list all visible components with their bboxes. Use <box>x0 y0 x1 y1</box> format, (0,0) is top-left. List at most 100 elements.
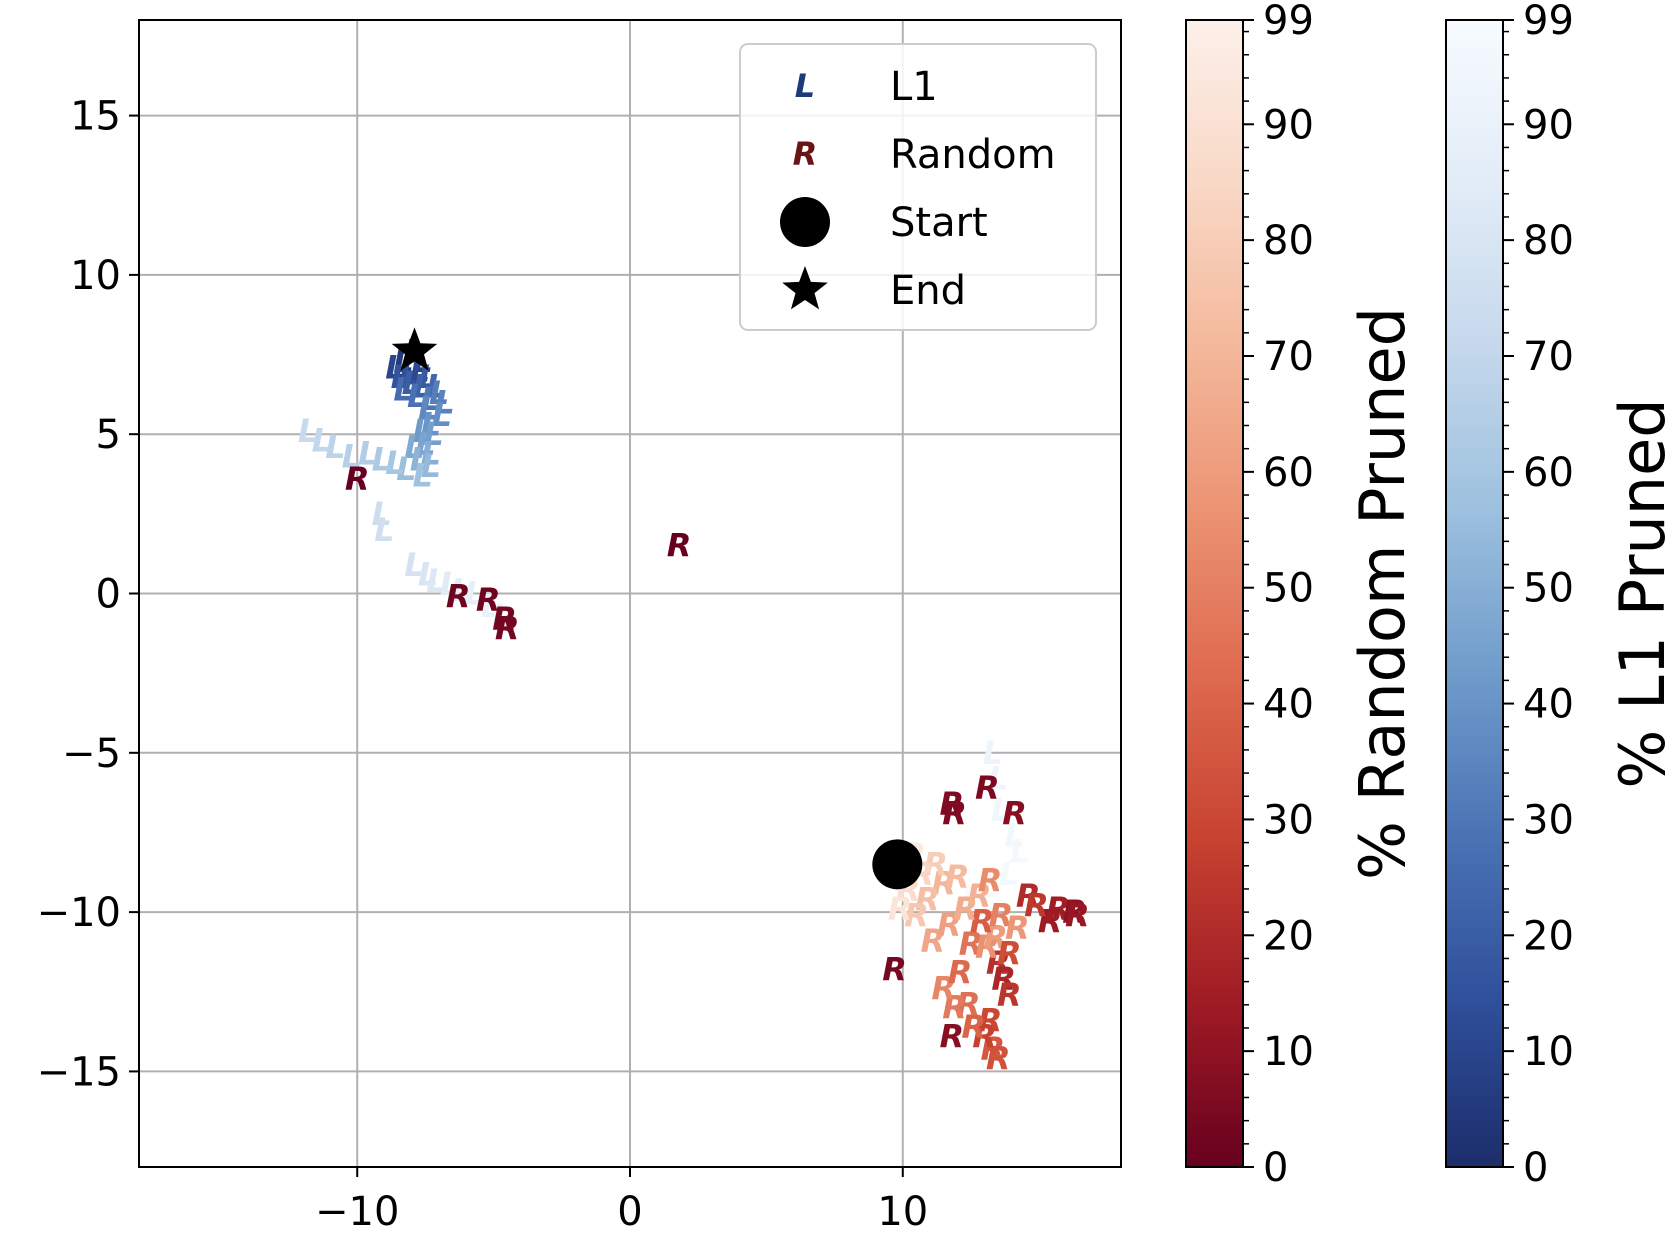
l1-point: L <box>492 597 512 635</box>
colorbar-tick-label: 50 <box>1523 566 1574 612</box>
l1-point: L <box>412 457 432 495</box>
random-point: R <box>978 1001 1003 1039</box>
l1-point: L <box>404 428 424 466</box>
random-point: R <box>983 919 1008 957</box>
colorbars: 0 10 20 30 40 50 60 70 80 90 99 % Random Pruned 0 10 2… <box>1185 0 1676 1191</box>
l1-point: L <box>393 371 413 409</box>
l1-point: L <box>407 377 427 415</box>
start-point <box>872 839 923 890</box>
random-point: R <box>997 935 1022 973</box>
l1-point: L <box>440 565 460 603</box>
l1-point: L <box>385 444 405 482</box>
l1-point: L <box>421 434 441 472</box>
random-point: R <box>1062 893 1087 931</box>
l1-point: L <box>418 390 438 428</box>
colorbar-tick-label: 0 <box>1523 1145 1548 1191</box>
random-point: R <box>997 976 1022 1014</box>
colorbar-tick-label: 99 <box>1263 0 1314 44</box>
random-point: R <box>1038 903 1063 941</box>
l1-point: L <box>404 546 424 584</box>
colorbar-tick-label: 20 <box>1263 913 1314 959</box>
data-marks: L LLL LLLLLLLLLLLLLLLLLLLLLLLLLLLLLLLLLLLL… <box>298 327 1090 1078</box>
colorbar-tick-label: 80 <box>1523 218 1574 264</box>
l1-point: L <box>429 374 449 412</box>
legend-box <box>739 43 1097 331</box>
l1-point: L <box>481 587 501 625</box>
colorbar-tick-label: 90 <box>1263 102 1314 148</box>
l1-point: L <box>988 759 1008 797</box>
l1-point: L <box>298 412 318 450</box>
l1-point: L <box>312 422 332 460</box>
random-point: R <box>975 769 1000 807</box>
l1-point: L <box>451 571 471 609</box>
random-point: R <box>1016 877 1041 915</box>
random-point: R <box>940 1017 965 1055</box>
random-point: R <box>1024 887 1049 925</box>
colorbar-tick-label: 10 <box>1263 1029 1314 1075</box>
l1-point: L <box>999 855 1019 893</box>
l1-point: L <box>342 437 362 475</box>
l1-point: L <box>415 425 435 463</box>
legend: L L1 R Random Start End <box>739 43 1097 331</box>
colorbar-tick-label: 40 <box>1263 682 1314 728</box>
random-point: R <box>989 896 1014 934</box>
random-point: R <box>904 896 929 934</box>
colorbar <box>1185 19 1244 1168</box>
colorbar-label: % L1 Pruned <box>1606 398 1676 788</box>
y-tick-label: −15 <box>37 1049 121 1095</box>
random-point: R <box>986 944 1011 982</box>
random-point: R <box>975 928 1000 966</box>
legend-label: Start <box>890 200 988 246</box>
l1-point: L <box>1010 833 1030 871</box>
l1-point: L <box>385 348 405 386</box>
x-tick-label: 0 <box>617 1189 642 1235</box>
colorbar-tick-label: 99 <box>1523 0 1574 44</box>
random-point: R <box>476 581 501 619</box>
random-point: R <box>937 906 962 944</box>
l1-point: L <box>372 495 392 533</box>
l1-point: L <box>426 562 446 600</box>
random-point: R <box>1065 896 1090 934</box>
legend-label: L1 <box>890 64 938 110</box>
random-point: R <box>1005 909 1030 947</box>
colorbar-tick-label: 60 <box>1523 450 1574 496</box>
random-point: R <box>986 1040 1011 1078</box>
l1-point: L <box>412 412 432 450</box>
l1-point: L <box>372 441 392 479</box>
random-point: R <box>1046 890 1071 928</box>
random-point: R <box>882 950 907 988</box>
x-tick-label: 10 <box>877 1189 928 1235</box>
x-tick-label: −10 <box>315 1189 399 1235</box>
colorbar-tick-label: 30 <box>1263 797 1314 843</box>
legend-label: Random <box>890 132 1056 178</box>
l1-point: L <box>402 364 422 402</box>
random-point: R <box>942 794 967 832</box>
random-point: R <box>980 1030 1005 1068</box>
colorbar-tick-label: 40 <box>1523 682 1574 728</box>
y-tick-label: −5 <box>62 731 121 777</box>
random-point: R <box>345 460 370 498</box>
random-point: R <box>923 845 948 883</box>
plot-frame <box>138 19 1122 1168</box>
random-point: R <box>961 1008 986 1046</box>
colorbar-tick-label: 70 <box>1263 334 1314 380</box>
random-point: R <box>967 877 992 915</box>
random-point: R <box>915 880 940 918</box>
random-point: R <box>970 903 995 941</box>
l1-point: L <box>421 447 441 485</box>
l1-point: L <box>418 358 438 396</box>
l1-point: L <box>391 358 411 396</box>
l1-point: L <box>464 575 484 613</box>
colorbar-tick-label: 30 <box>1523 797 1574 843</box>
random-point: R <box>940 785 965 823</box>
l1-point: L <box>1004 817 1024 855</box>
l1-point: L <box>423 415 443 453</box>
random-point: R <box>953 890 978 928</box>
l1-point: L <box>434 383 454 421</box>
random-point: R <box>931 864 956 902</box>
y-tick-label: 10 <box>70 253 121 299</box>
colorbar-tick-label: 50 <box>1263 566 1314 612</box>
random-point: R <box>492 600 517 638</box>
random-point: R <box>945 858 970 896</box>
